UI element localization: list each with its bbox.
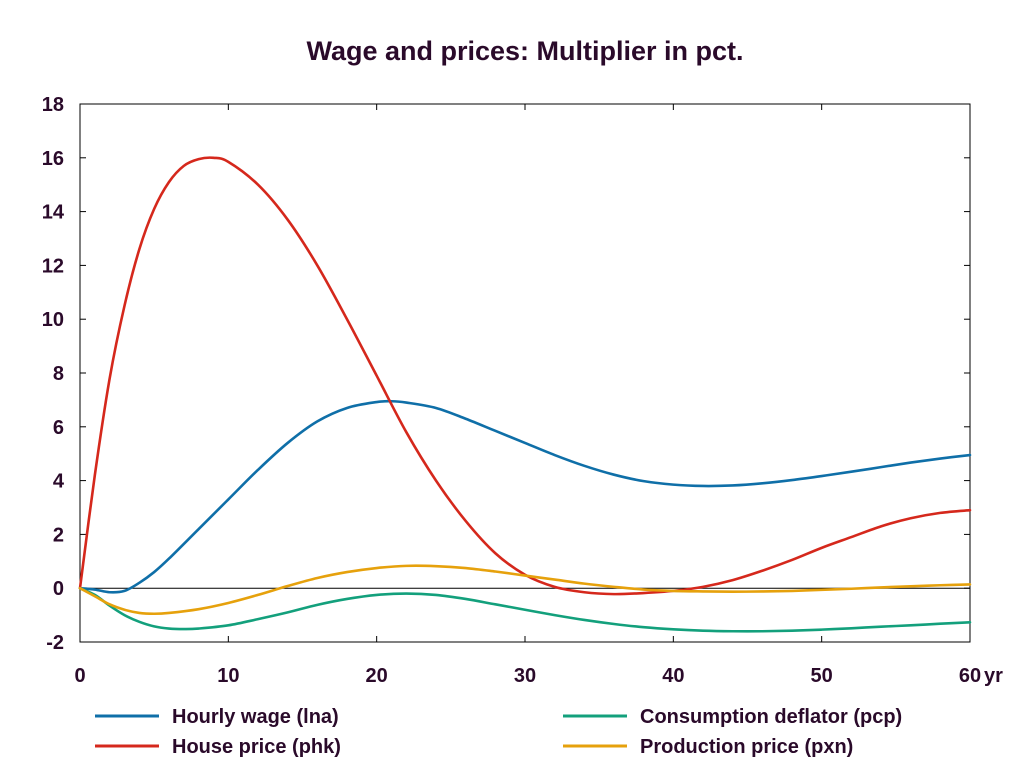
y-tick-label: -2 [46, 632, 64, 654]
y-tick-label: 16 [42, 148, 64, 170]
series-line-house-price [78, 156, 972, 596]
series-line-production-price [78, 564, 972, 616]
y-tick-label: 12 [42, 255, 64, 277]
plot-frame [79, 103, 971, 643]
x-tick-label: 0 [74, 665, 85, 687]
x-axis-tick-labels: 0 10 20 30 40 50 60 yr [74, 665, 1003, 687]
x-tick-label: 20 [366, 665, 388, 687]
y-tick-label: 8 [53, 363, 64, 385]
legend-label-production-price: Production price (pxn) [640, 736, 853, 758]
y-tick-label: 18 [42, 94, 64, 116]
y-tick-label: 2 [53, 524, 64, 546]
x-tick-label: 50 [811, 665, 833, 687]
y-tick-label: 4 [53, 471, 65, 493]
axis-ticks [79, 103, 971, 643]
legend-label-house-price: House price (phk) [172, 736, 341, 758]
legend: Hourly wage (lna) House price (phk) Consum… [95, 706, 902, 758]
y-tick-label: 6 [53, 417, 64, 439]
series-layer [78, 156, 972, 633]
legend-label-hourly-wage: Hourly wage (lna) [172, 706, 339, 728]
y-tick-label: 14 [42, 202, 65, 224]
x-tick-label: 40 [662, 665, 684, 687]
x-axis-unit-label: yr [984, 665, 1003, 687]
series-line-consumption-deflator [78, 586, 972, 633]
y-tick-label: 10 [42, 309, 64, 331]
y-axis-tick-labels: 18 16 14 12 10 8 6 4 2 0 -2 [42, 94, 65, 654]
x-tick-label: 60 [959, 665, 981, 687]
x-tick-label: 10 [217, 665, 239, 687]
series-line-hourly-wage [78, 399, 972, 594]
y-tick-label: 0 [53, 578, 64, 600]
x-tick-label: 30 [514, 665, 536, 687]
legend-label-consumption-deflator: Consumption deflator (pcp) [640, 706, 902, 728]
chart-title: Wage and prices: Multiplier in pct. [306, 36, 743, 66]
